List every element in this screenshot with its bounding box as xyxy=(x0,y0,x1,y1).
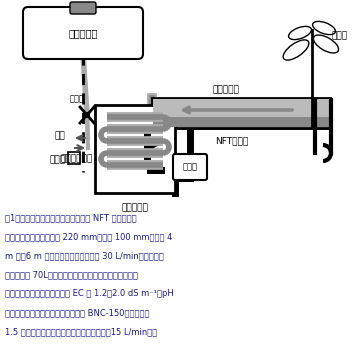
Text: ポンプ: ポンプ xyxy=(182,163,198,172)
FancyBboxPatch shape xyxy=(70,2,96,14)
Text: 養液サーバ: 養液サーバ xyxy=(68,28,98,38)
Text: 養液冷却槽: 養液冷却槽 xyxy=(122,203,149,212)
Bar xyxy=(95,105,175,193)
Text: 1.5 ㎡）の冷水流量は電磁弁で自動制御（～15 L/min）。: 1.5 ㎡）の冷水流量は電磁弁で自動制御（～15 L/min）。 xyxy=(5,327,157,336)
Text: 熱交換コイル: 熱交換コイル xyxy=(61,155,93,164)
Text: NFTベッド: NFTベッド xyxy=(215,136,249,145)
Text: は５～６。熱交換コイル（ネポン社 BNC-150、伝熱面積: は５～６。熱交換コイル（ネポン社 BNC-150、伝熱面積 xyxy=(5,308,150,317)
Ellipse shape xyxy=(313,21,336,35)
Text: 養液の流れ: 養液の流れ xyxy=(213,85,240,94)
Text: 電磁弁: 電磁弁 xyxy=(70,94,84,103)
Ellipse shape xyxy=(289,26,312,39)
Text: の構成。ベッド内寸は幅 220 mm、高さ 100 mm、長さ 4: の構成。ベッド内寸は幅 220 mm、高さ 100 mm、長さ 4 xyxy=(5,232,173,241)
Text: 槽の容量は 70L。培養液は大塚ハウス１号，２号および: 槽の容量は 70L。培養液は大塚ハウス１号，２号および xyxy=(5,270,138,279)
Bar xyxy=(152,116,330,130)
Bar xyxy=(152,98,330,128)
Text: 図1．　根域冷却システム（根域冷却 NFT 水耕装置）: 図1． 根域冷却システム（根域冷却 NFT 水耕装置） xyxy=(5,213,136,222)
FancyBboxPatch shape xyxy=(23,7,143,59)
Bar xyxy=(153,99,329,119)
Text: サーモ: サーモ xyxy=(50,155,66,164)
Ellipse shape xyxy=(313,35,339,53)
Bar xyxy=(68,152,80,164)
Ellipse shape xyxy=(283,40,309,60)
Text: トマト: トマト xyxy=(332,31,348,40)
Bar xyxy=(153,117,329,127)
Text: m と　6 m 各２基。養水流量は常時 30 L/min。養液冷却: m と 6 m 各２基。養水流量は常時 30 L/min。養液冷却 xyxy=(5,251,164,260)
Text: ５号（大塚化学）。培養液の EC は 1.2～2.0 dS m⁻¹、pH: ５号（大塚化学）。培養液の EC は 1.2～2.0 dS m⁻¹、pH xyxy=(5,289,174,298)
Bar xyxy=(84,112,90,118)
Text: 冷水: 冷水 xyxy=(54,131,65,140)
FancyBboxPatch shape xyxy=(173,154,207,180)
